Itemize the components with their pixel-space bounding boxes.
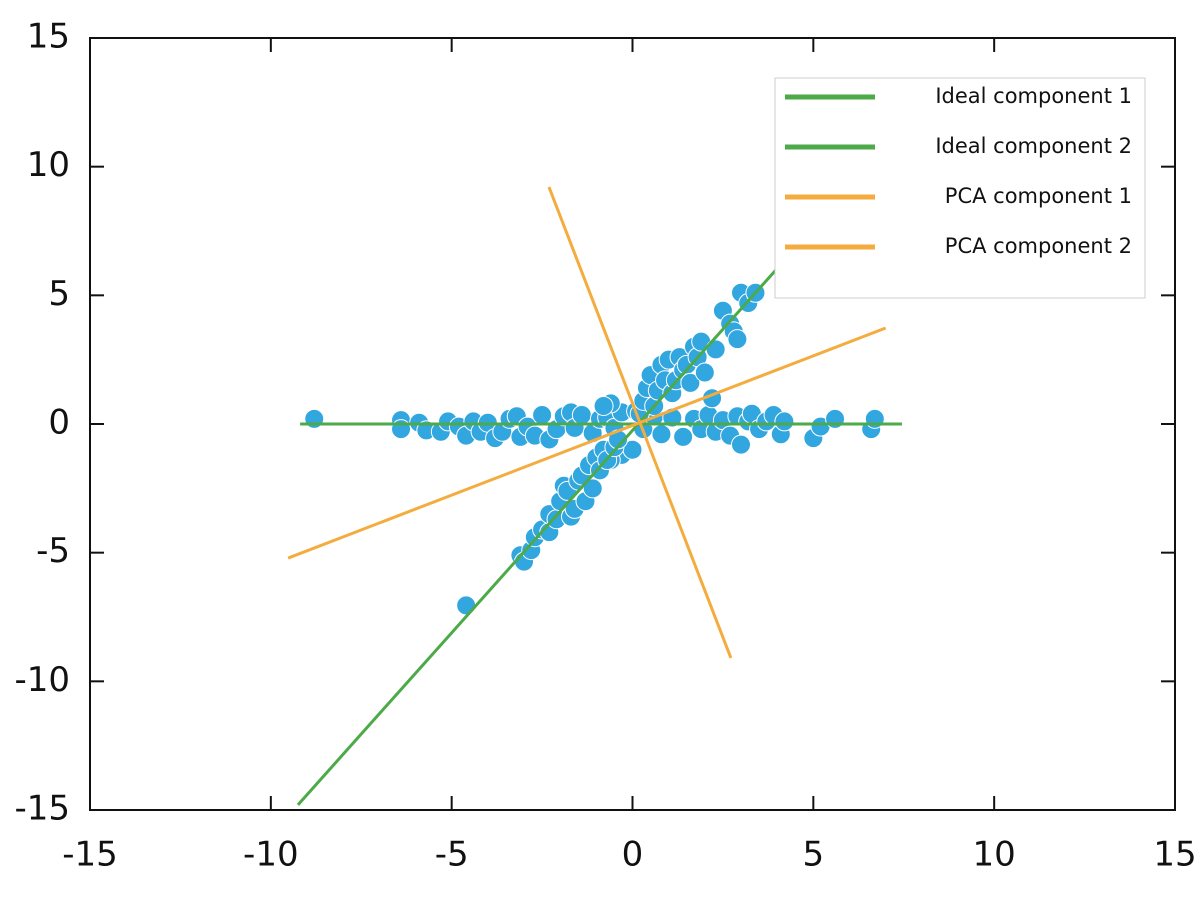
x-tick-label: -5	[435, 835, 469, 875]
y-tick-label: 0	[48, 403, 70, 443]
legend-label: Ideal component 1	[935, 84, 1132, 108]
point	[582, 478, 603, 499]
y-tick-label: 5	[48, 274, 70, 314]
point	[391, 419, 412, 440]
point	[774, 411, 795, 432]
legend-label: PCA component 1	[945, 184, 1132, 208]
point	[304, 408, 325, 429]
x-tick-label: -10	[243, 835, 299, 875]
point	[727, 329, 748, 350]
point	[694, 362, 715, 383]
component-line	[287, 326, 887, 560]
point	[571, 404, 592, 425]
x-tick-label: 15	[1153, 835, 1196, 875]
point	[825, 408, 846, 429]
point	[593, 395, 614, 416]
y-tick-label: -5	[36, 531, 70, 571]
x-tick-label: 0	[622, 835, 644, 875]
point	[651, 424, 672, 445]
legend-label: Ideal component 2	[935, 134, 1132, 158]
point	[680, 372, 701, 393]
y-tick-label: -15	[14, 789, 70, 829]
component-line	[547, 186, 733, 659]
x-tick-label: -15	[62, 835, 118, 875]
y-tick-label: -10	[14, 660, 70, 700]
x-tick-label: 5	[803, 835, 825, 875]
point	[731, 434, 751, 455]
point	[456, 595, 477, 616]
point	[864, 408, 885, 429]
legend-label: PCA component 2	[945, 234, 1132, 258]
point	[673, 426, 694, 447]
legend: Ideal component 1 Ideal component 2 PCA co…	[774, 77, 1146, 299]
point	[532, 404, 553, 425]
y-tick-label: 10	[27, 145, 70, 185]
legend-box	[774, 77, 1146, 299]
x-tick-label: 10	[973, 835, 1016, 875]
y-tick-label: 15	[27, 17, 70, 57]
